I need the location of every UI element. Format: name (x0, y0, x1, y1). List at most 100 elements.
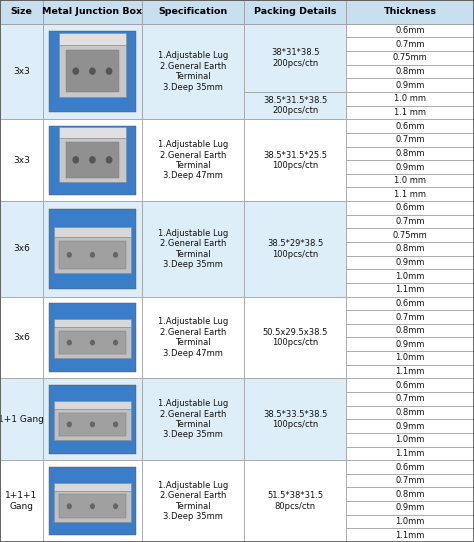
Bar (54, 327, 131, 358)
Bar (346, 460, 474, 474)
Bar (0, 0, 474, 24)
Text: Metal Junction Box: Metal Junction Box (42, 8, 143, 16)
Bar (244, 119, 346, 201)
Bar (346, 433, 474, 447)
Bar (244, 92, 346, 119)
Text: Specification: Specification (158, 8, 228, 16)
Circle shape (67, 253, 71, 257)
Text: 0.7mm: 0.7mm (395, 395, 425, 403)
Bar (346, 119, 474, 133)
Circle shape (73, 68, 79, 74)
Text: 1.0mm: 1.0mm (395, 517, 425, 526)
Text: 0.7mm: 0.7mm (395, 217, 425, 226)
Bar (346, 92, 474, 106)
Text: 1.1mm: 1.1mm (395, 449, 425, 458)
Bar (346, 24, 474, 37)
Bar (346, 133, 474, 146)
Bar (58, 241, 127, 268)
Circle shape (106, 157, 112, 163)
Bar (49, 303, 136, 372)
Text: 38.5*33.5*38.5
100pcs/ctn: 38.5*33.5*38.5 100pcs/ctn (263, 410, 327, 429)
Bar (244, 0, 346, 24)
Text: 1.1 mm: 1.1 mm (394, 190, 426, 199)
Bar (346, 51, 474, 64)
Circle shape (114, 504, 118, 508)
Circle shape (91, 340, 94, 345)
Text: 38.5*31.5*38.5
200pcs/ctn: 38.5*31.5*38.5 200pcs/ctn (263, 96, 327, 115)
Text: Size: Size (10, 8, 32, 16)
Bar (346, 188, 474, 201)
Bar (244, 378, 346, 460)
Text: 0.9mm: 0.9mm (395, 258, 425, 267)
Bar (43, 378, 142, 460)
Bar (0, 24, 43, 119)
Circle shape (67, 340, 71, 345)
Bar (244, 460, 346, 542)
Text: 1.0mm: 1.0mm (395, 353, 425, 363)
Bar (0, 0, 43, 24)
Bar (43, 460, 142, 542)
Text: 1.0 mm: 1.0 mm (394, 94, 426, 104)
Bar (346, 365, 474, 378)
Circle shape (67, 422, 71, 427)
Text: 0.75mm: 0.75mm (392, 54, 428, 62)
Bar (54, 227, 131, 237)
Circle shape (90, 157, 95, 163)
Bar (346, 351, 474, 365)
Text: 1.Adjustable Lug
2.General Earth
Terminal
3.Deep 35mm: 1.Adjustable Lug 2.General Earth Termina… (158, 481, 228, 521)
Bar (0, 460, 43, 542)
Bar (346, 79, 474, 92)
Bar (346, 487, 474, 501)
Bar (346, 405, 474, 420)
Text: Packing Details: Packing Details (254, 8, 337, 16)
Bar (49, 209, 136, 289)
Bar (346, 106, 474, 119)
Bar (346, 64, 474, 79)
Text: 1.0 mm: 1.0 mm (394, 176, 426, 185)
Text: 0.6mm: 0.6mm (395, 299, 425, 308)
Text: 0.6mm: 0.6mm (395, 26, 425, 35)
Text: 1+1+1
Gang: 1+1+1 Gang (5, 492, 37, 511)
Bar (346, 310, 474, 324)
Text: 3x6: 3x6 (13, 244, 30, 253)
Bar (0, 296, 43, 378)
Bar (54, 409, 131, 440)
Bar (142, 296, 244, 378)
Text: 50.5x29.5x38.5
100pcs/ctn: 50.5x29.5x38.5 100pcs/ctn (263, 328, 328, 347)
Text: 0.9mm: 0.9mm (395, 340, 425, 349)
Bar (43, 119, 142, 201)
Text: 1+1 Gang: 1+1 Gang (0, 415, 44, 424)
Bar (66, 142, 119, 178)
Bar (54, 482, 131, 491)
Bar (54, 491, 131, 522)
Circle shape (106, 68, 112, 74)
Text: 1.Adjustable Lug
2.General Earth
Terminal
3.Deep 35mm: 1.Adjustable Lug 2.General Earth Termina… (158, 399, 228, 440)
Text: 0.9mm: 0.9mm (395, 163, 425, 171)
Circle shape (90, 68, 95, 74)
Text: Thickness: Thickness (383, 8, 437, 16)
Bar (346, 392, 474, 405)
Text: 0.9mm: 0.9mm (395, 422, 425, 430)
Text: 1.Adjustable Lug
2.General Earth
Terminal
3.Deep 35mm: 1.Adjustable Lug 2.General Earth Termina… (158, 229, 228, 269)
Text: 0.7mm: 0.7mm (395, 40, 425, 49)
Text: 0.8mm: 0.8mm (395, 326, 425, 335)
Bar (0, 378, 43, 460)
Bar (346, 228, 474, 242)
Text: 0.7mm: 0.7mm (395, 313, 425, 321)
Bar (244, 201, 346, 296)
Text: 1.Adjustable Lug
2.General Earth
Terminal
3.Deep 47mm: 1.Adjustable Lug 2.General Earth Termina… (158, 140, 228, 180)
Text: 3x3: 3x3 (13, 156, 30, 165)
Text: 3x6: 3x6 (13, 333, 30, 342)
Text: 0.8mm: 0.8mm (395, 244, 425, 253)
Text: 38.5*29*38.5
100pcs/ctn: 38.5*29*38.5 100pcs/ctn (267, 239, 323, 259)
Text: 0.8mm: 0.8mm (395, 149, 425, 158)
Bar (142, 0, 244, 24)
Text: 0.8mm: 0.8mm (395, 408, 425, 417)
Text: 0.6mm: 0.6mm (395, 380, 425, 390)
Bar (346, 474, 474, 487)
Bar (49, 385, 136, 454)
Text: 3x3: 3x3 (13, 67, 30, 76)
Text: 0.6mm: 0.6mm (395, 121, 425, 131)
Bar (0, 201, 43, 296)
Bar (346, 146, 474, 160)
